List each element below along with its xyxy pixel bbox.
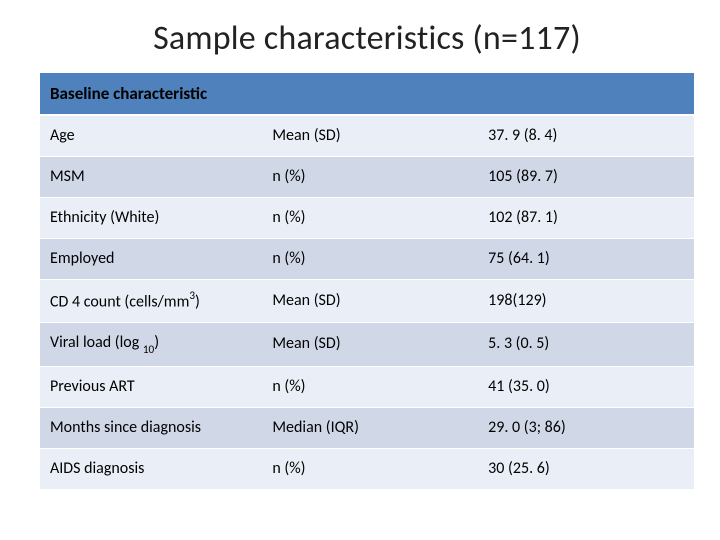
cell-value: 29. 0 (3; 86) — [478, 407, 694, 448]
table-row: Ethnicity (White) n (%)102 (87. 1) — [40, 198, 694, 239]
cell-measure: Median (IQR) — [262, 407, 478, 448]
cell-value: 37. 9 (8. 4) — [478, 115, 694, 157]
table-row: Employed n (%)75 (64. 1) — [40, 239, 694, 280]
characteristic-text: Previous ART — [50, 377, 135, 396]
characteristic-text: Ethnicity (White) — [50, 208, 159, 227]
cell-characteristic: Age — [40, 115, 262, 157]
characteristic-sup: 3 — [189, 289, 195, 303]
header-col-characteristic: Baseline characteristic — [40, 73, 262, 115]
cell-characteristic: Previous ART — [40, 366, 262, 407]
cell-value: 105 (89. 7) — [478, 157, 694, 198]
slide: Sample characteristics (n=117) Baseline … — [0, 0, 720, 540]
cell-characteristic: Ethnicity (White) — [40, 198, 262, 239]
characteristic-text: MSM — [50, 167, 85, 186]
table-row: Age Mean (SD)37. 9 (8. 4) — [40, 115, 694, 157]
cell-value: 198(129) — [478, 280, 694, 323]
cell-measure: Mean (SD) — [262, 280, 478, 323]
characteristic-text: Employed — [50, 249, 114, 268]
cell-value: 102 (87. 1) — [478, 198, 694, 239]
table-row: Previous ART n (%)41 (35. 0) — [40, 366, 694, 407]
cell-characteristic: CD 4 count (cells/mm3) — [40, 280, 262, 323]
table-row: Months since diagnosis Median (IQR)29. 0 … — [40, 407, 694, 448]
cell-value: 75 (64. 1) — [478, 239, 694, 280]
table-body: Baseline characteristic AgeMean (SD)37. … — [40, 73, 694, 489]
cell-value: 5. 3 (0. 5) — [478, 323, 694, 366]
characteristic-text: Viral load (log — [50, 333, 143, 352]
characteristic-text: CD 4 count (cells/mm — [50, 292, 189, 311]
table-row: Viral load (log 10)Mean (SD)5. 3 (0. 5) — [40, 323, 694, 366]
cell-characteristic: Viral load (log 10) — [40, 323, 262, 366]
cell-measure: Mean (SD) — [262, 115, 478, 157]
page-title: Sample characteristics (n=117) — [40, 18, 694, 59]
cell-measure: Mean (SD) — [262, 323, 478, 366]
cell-measure: n (%) — [262, 239, 478, 280]
characteristics-table: Baseline characteristic AgeMean (SD)37. … — [40, 73, 694, 490]
characteristic-suffix: ) — [195, 292, 200, 311]
table-row: AIDS diagnosis n (%)30 (25. 6) — [40, 448, 694, 489]
cell-characteristic: Employed — [40, 239, 262, 280]
characteristic-suffix: ) — [154, 333, 159, 352]
cell-measure: n (%) — [262, 157, 478, 198]
cell-value: 41 (35. 0) — [478, 366, 694, 407]
cell-measure: n (%) — [262, 366, 478, 407]
cell-measure: n (%) — [262, 198, 478, 239]
cell-characteristic: MSM — [40, 157, 262, 198]
characteristic-text: Age — [50, 126, 75, 145]
table-row: MSM n (%)105 (89. 7) — [40, 157, 694, 198]
cell-characteristic: AIDS diagnosis — [40, 448, 262, 489]
cell-value: 30 (25. 6) — [478, 448, 694, 489]
header-col-measure — [262, 73, 478, 115]
table-header-row: Baseline characteristic — [40, 73, 694, 115]
characteristic-text: Months since diagnosis — [50, 418, 201, 437]
table-row: CD 4 count (cells/mm3)Mean (SD)198(129) — [40, 280, 694, 323]
header-col-value — [478, 73, 694, 115]
characteristic-sub: 10 — [143, 343, 154, 357]
cell-characteristic: Months since diagnosis — [40, 407, 262, 448]
characteristic-text: AIDS diagnosis — [50, 459, 144, 478]
cell-measure: n (%) — [262, 448, 478, 489]
